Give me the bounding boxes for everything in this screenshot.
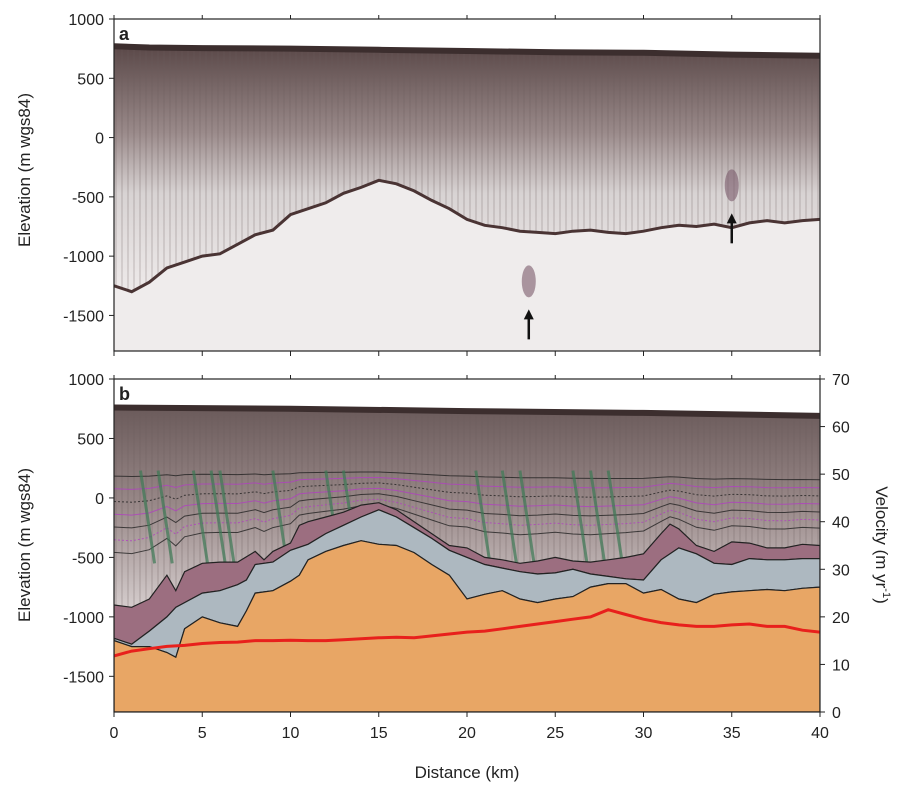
- green-band: [138, 470, 157, 564]
- x-tick-label: 40: [811, 725, 829, 742]
- bedrock-unit: [114, 540, 820, 712]
- y-tick-label: 1000: [68, 372, 104, 389]
- plot-area: [114, 19, 820, 351]
- x-axis-label: Distance (km): [415, 763, 520, 782]
- bed-reflector: [114, 178, 820, 294]
- panel-b: 0 10 20 30 40 50 60 70 1000 500 0 -500 -1000 -1500 0 5 1…: [15, 372, 892, 782]
- green-band: [589, 470, 607, 564]
- y2-label-main: Velocity (m yr: [872, 486, 891, 588]
- y-tick-label: -1500: [63, 308, 104, 325]
- y-tick-label: 1000: [68, 12, 104, 29]
- y-tick-label: -1500: [63, 669, 104, 686]
- radar-upper-streaks: [114, 407, 820, 608]
- plot-area: [114, 379, 820, 712]
- green-band: [500, 470, 518, 564]
- green-band: [218, 470, 236, 564]
- y-tick-label: -500: [72, 190, 104, 207]
- x-tick-label: 15: [370, 725, 388, 742]
- x-tick-label: 20: [458, 725, 476, 742]
- arrow-head: [523, 309, 534, 320]
- panel-b-y2-axis-label: Velocity (m yr-1): [872, 486, 892, 603]
- green-band: [156, 470, 174, 564]
- y2-tick-label: 40: [832, 515, 850, 532]
- y2-tick-label: 30: [832, 562, 850, 579]
- green-band: [606, 470, 624, 564]
- y-tick-label: 0: [95, 131, 104, 148]
- green-band: [191, 470, 210, 564]
- hyperbola-mark: [521, 265, 536, 298]
- y2-label-end: ): [872, 598, 891, 604]
- internal-layer-line: [114, 504, 820, 555]
- y-tick-label: 500: [77, 431, 104, 448]
- y2-tick-label: 0: [832, 705, 841, 722]
- panel-a: 1000 500 0 -500 -1000 -1500 a Elevation (m wg…: [15, 12, 821, 356]
- panel-b-letter: b: [119, 384, 130, 404]
- x-tick-label: 5: [198, 725, 207, 742]
- y2-tick-label: 70: [832, 372, 850, 389]
- surface-reflector: [114, 43, 820, 59]
- internal-layer-line: [114, 476, 820, 490]
- x-tick-label: 35: [723, 725, 741, 742]
- green-band: [571, 470, 589, 564]
- x-tick-label: 10: [282, 725, 300, 742]
- x-tick-label: 30: [635, 725, 653, 742]
- internal-layer-line: [114, 498, 820, 542]
- y2-tick-label: 60: [832, 420, 850, 437]
- green-band: [474, 470, 492, 564]
- hyperbola-mark: [724, 169, 739, 202]
- panel-a-letter: a: [119, 24, 130, 44]
- y-tick-label: 0: [95, 491, 104, 508]
- panel-a-plot: 1000 500 0 -500 -1000 -1500: [63, 12, 821, 356]
- arrow-head: [726, 213, 737, 224]
- green-band: [518, 470, 536, 564]
- y2-tick-label: 10: [832, 657, 850, 674]
- y-tick-label: -1000: [63, 249, 104, 266]
- internal-layer-line: [114, 471, 820, 481]
- y2-tick-label: 20: [832, 610, 850, 627]
- surface-reflector: [114, 404, 820, 419]
- y-tick-label: 500: [77, 71, 104, 88]
- y-tick-label: -1000: [63, 610, 104, 627]
- x-tick-label: 25: [546, 725, 564, 742]
- green-band: [209, 470, 227, 564]
- panel-b-plot: 0 10 20 30 40 50 60 70 1000 500 0 -500 -1000 -1500 0 5 1…: [63, 372, 850, 742]
- panel-a-y-axis-label: Elevation (m wgs84): [15, 93, 34, 247]
- velocity-line: [114, 608, 820, 658]
- internal-layer-line: [114, 482, 820, 503]
- y2-tick-label: 50: [832, 467, 850, 484]
- y2-label-sup: -1: [880, 588, 892, 598]
- y-tick-label: -500: [72, 550, 104, 567]
- panel-b-y-axis-label: Elevation (m wgs84): [15, 468, 34, 622]
- x-tick-label: 0: [110, 725, 119, 742]
